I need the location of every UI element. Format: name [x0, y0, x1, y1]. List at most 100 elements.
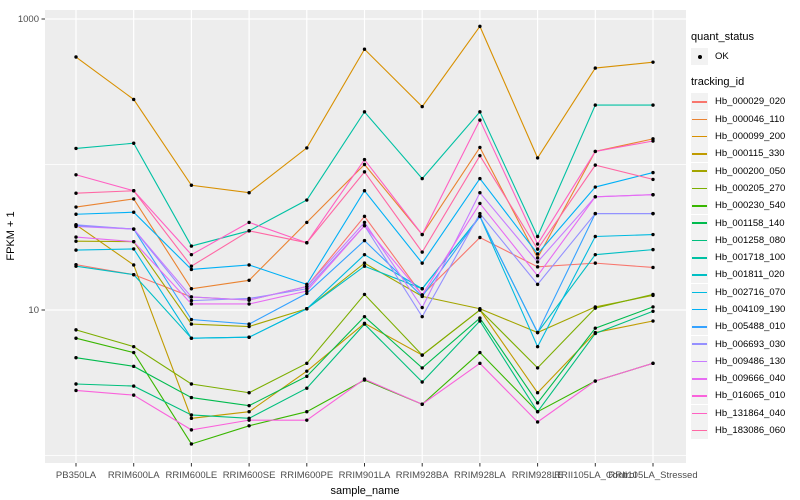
legend-item-tracking: Hb_009486_130	[691, 352, 799, 370]
data-point	[420, 250, 424, 254]
x-tick-label: RRIM600LE	[166, 470, 218, 481]
legend-label: Hb_004109_190	[715, 304, 786, 315]
data-point	[247, 324, 251, 329]
data-point	[247, 191, 251, 195]
data-point	[651, 309, 655, 313]
data-point	[362, 314, 367, 319]
series-color-line	[692, 343, 707, 345]
data-point	[478, 316, 482, 320]
legend-item-tracking: Hb_001811_020	[691, 266, 799, 284]
data-point	[74, 382, 78, 386]
data-point	[362, 162, 367, 167]
legend-key	[691, 179, 708, 197]
data-point	[362, 322, 367, 326]
data-point	[132, 263, 136, 267]
legend-item-tracking: Hb_006693_030	[691, 335, 799, 353]
series-color-line	[692, 170, 707, 173]
plot-panel	[45, 10, 686, 463]
series-color-line	[692, 308, 707, 311]
data-point	[189, 302, 194, 306]
legend-label: Hb_009486_130	[715, 355, 786, 367]
data-point	[535, 242, 540, 246]
data-point	[593, 261, 597, 265]
legend-key	[691, 370, 708, 388]
data-point	[247, 302, 251, 306]
data-point	[132, 272, 136, 277]
data-point	[478, 153, 482, 158]
data-point	[305, 284, 309, 289]
data-point	[593, 163, 597, 167]
series-color-line	[692, 101, 707, 103]
legend-key	[691, 145, 708, 163]
legend-label: Hb_005488_010	[715, 321, 786, 333]
data-point	[651, 265, 655, 270]
data-point	[362, 252, 367, 257]
data-point	[132, 227, 136, 231]
x-tick-label: RRIM600LA	[108, 470, 160, 481]
legend-item-ok: OK	[691, 48, 799, 66]
series-color-line	[692, 326, 707, 328]
data-point	[593, 211, 597, 216]
data-point	[651, 211, 655, 216]
data-point	[74, 356, 78, 360]
legend-key	[691, 93, 708, 111]
data-point	[362, 223, 367, 228]
data-point	[535, 282, 540, 287]
data-point	[247, 298, 251, 302]
data-point	[132, 364, 136, 369]
data-point	[189, 264, 194, 268]
data-point	[535, 265, 540, 269]
legend-key	[691, 301, 708, 318]
x-tick-label: RRIM928LE	[512, 470, 564, 481]
data-point	[478, 176, 482, 181]
data-point	[535, 410, 540, 414]
data-point	[478, 118, 482, 122]
legend-key	[691, 197, 708, 215]
series-color-line	[692, 205, 707, 207]
data-point	[247, 410, 251, 414]
legend-label: Hb_002716_070	[715, 286, 786, 298]
x-tick-label: RRIM600SE	[223, 470, 276, 481]
y-axis-title: FPKM + 1	[5, 211, 17, 260]
data-point	[362, 377, 367, 381]
legend-key	[691, 266, 708, 284]
data-point	[478, 24, 482, 29]
data-point	[593, 331, 597, 336]
data-point	[420, 353, 424, 357]
data-point	[651, 232, 655, 237]
data-point	[651, 139, 655, 143]
data-point	[420, 314, 424, 319]
legend: quant_status OK tracking_id Hb_000029_02…	[691, 31, 799, 440]
data-point	[593, 149, 597, 154]
x-axis-title: sample_name	[330, 485, 399, 497]
legend-key	[691, 335, 708, 353]
x-tick-label: RRII105LA_Control	[554, 470, 636, 481]
data-point	[362, 214, 367, 219]
data-point	[651, 103, 655, 107]
data-point	[189, 395, 194, 400]
data-point	[132, 197, 136, 201]
series-color-line	[692, 118, 707, 121]
x-tick-label: RRII105LA_Stressed	[608, 470, 697, 481]
data-point	[189, 298, 194, 303]
data-point	[535, 247, 540, 251]
legend-key	[691, 352, 708, 370]
data-point	[305, 418, 309, 422]
data-point	[189, 317, 194, 322]
data-point	[593, 185, 597, 189]
data-point	[535, 256, 540, 260]
data-point	[420, 366, 424, 370]
data-point	[535, 156, 540, 160]
data-point	[305, 291, 309, 296]
data-point	[535, 366, 540, 370]
data-point	[651, 305, 655, 309]
legend-label: Hb_006693_030	[715, 338, 786, 350]
data-point	[74, 328, 78, 332]
data-point	[305, 146, 309, 150]
data-point	[247, 278, 251, 283]
data-point	[535, 420, 540, 424]
data-point	[535, 330, 540, 335]
data-point	[362, 157, 367, 162]
data-point	[362, 47, 367, 51]
